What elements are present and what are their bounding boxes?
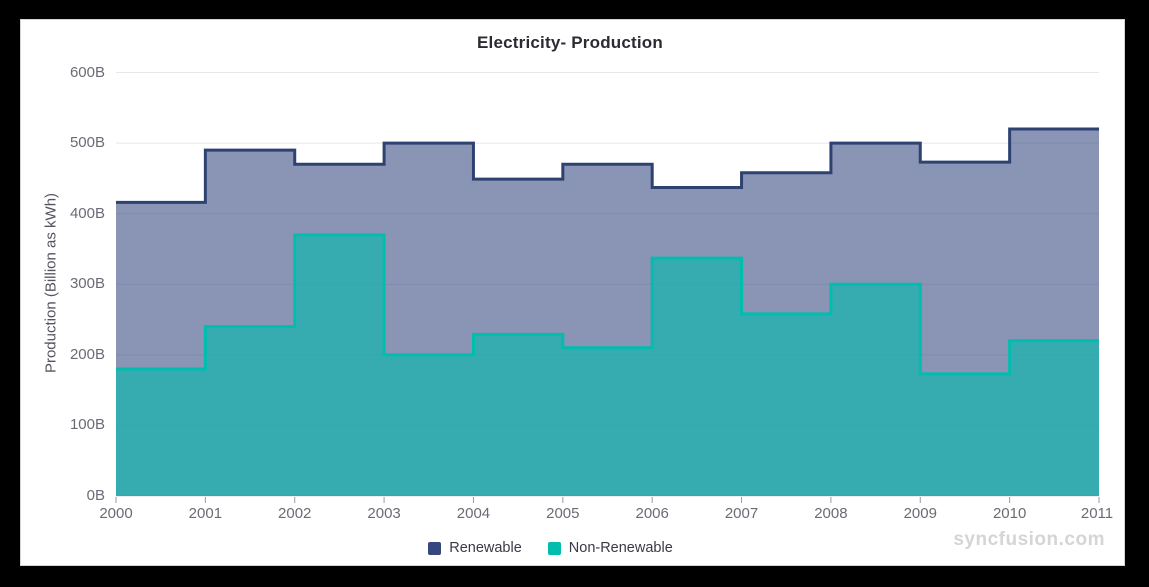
x-axis-label-2005: 2005 [546,505,580,522]
x-axis-label-2008: 2008 [814,505,848,522]
y-axis-label-100B: 100B [69,416,105,434]
x-axis-label-2009: 2009 [903,505,937,522]
x-axis-label-2010: 2010 [992,505,1027,522]
x-axis-label-2000: 2000 [99,505,133,522]
y-axis-label-600B: 600B [69,63,105,81]
x-axis-label-2011: 2011 [1080,505,1114,522]
y-axis-label-400B: 400B [69,204,105,222]
y-axis-label-300B: 300B [69,275,105,293]
x-axis-label-2002: 2002 [278,505,312,522]
legend-label-renewable: Renewable [449,540,522,556]
legend-label-non-renewable: Non-Renewable [568,540,673,556]
legend-swatch-renewable-icon [428,541,442,555]
x-axis-label-2001: 2001 [188,505,223,522]
y-axis-label-0B: 0B [86,487,105,504]
legend-item-non-renewable[interactable]: Non-Renewable [547,540,673,556]
x-axis-label-2003: 2003 [367,505,401,522]
series-border-non-renewable [116,233,1099,376]
legend-item-renewable[interactable]: Renewable [428,540,522,556]
chart-title: Electricity- Production [477,33,663,52]
legend-swatch-non-renewable-icon [547,541,561,555]
x-axis-label-2007: 2007 [724,505,759,522]
watermark: syncfusion.com [953,529,1105,550]
series-area-non-renewable[interactable] [116,234,1099,496]
x-axis-label-2006: 2006 [635,505,669,522]
y-axis-label-200B: 200B [69,345,105,363]
y-axis-label-500B: 500B [69,134,105,152]
x-axis-label-2004: 2004 [456,505,491,522]
legend: Renewable Non-Renewable [0,540,1101,556]
series-border-renewable [116,127,1099,204]
